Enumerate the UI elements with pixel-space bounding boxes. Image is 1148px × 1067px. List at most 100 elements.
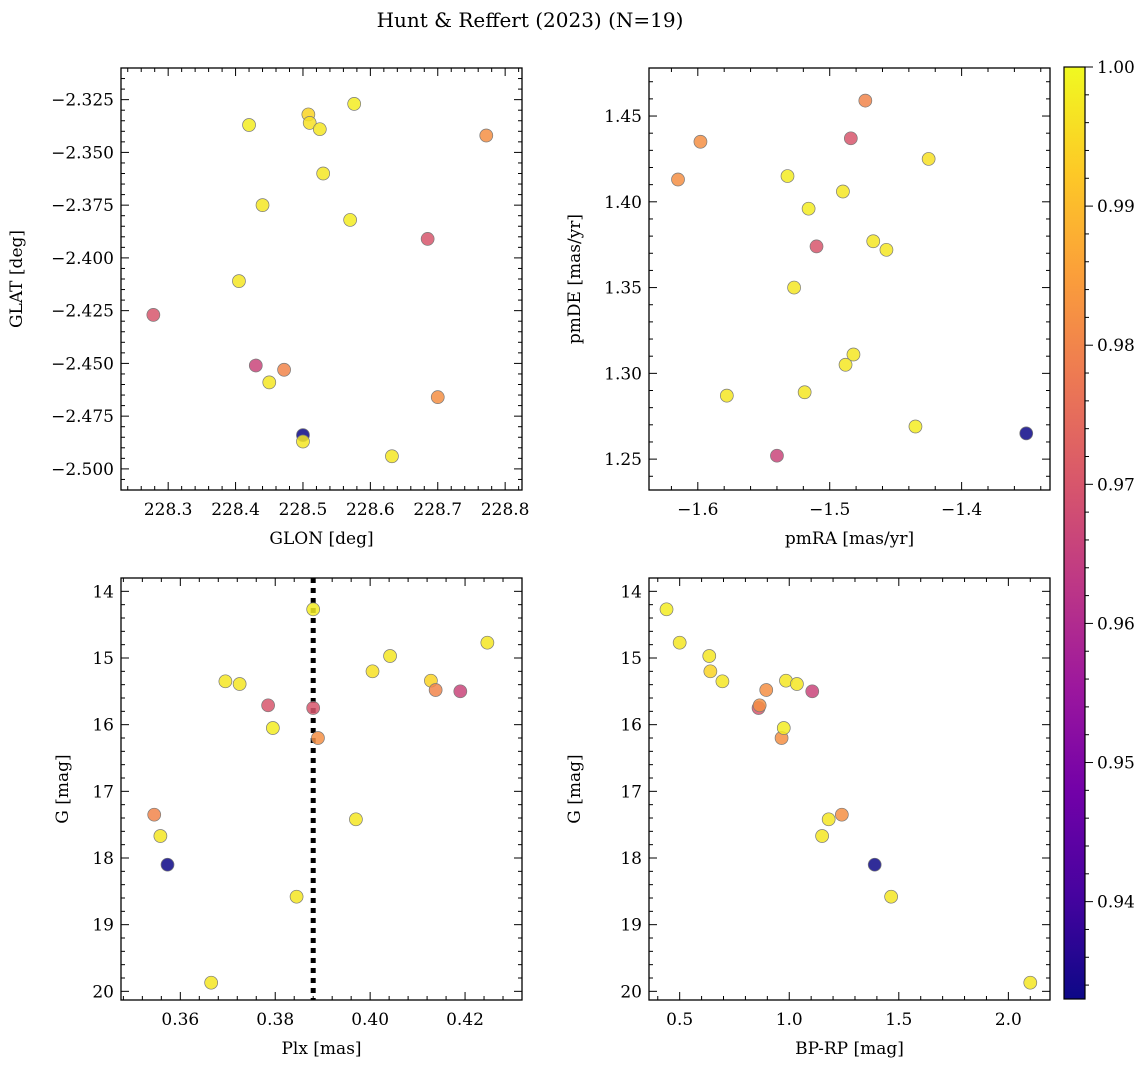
scatter-point [752, 698, 767, 713]
scatter-point [218, 674, 233, 689]
scatter-point [316, 166, 331, 181]
y-tick-label: 1.40 [604, 193, 642, 213]
scatter-point [204, 975, 219, 990]
scatter-point [759, 683, 774, 697]
scatter-point [801, 201, 816, 216]
scatter-point [672, 635, 687, 650]
y-tick-label: 1.25 [604, 450, 642, 470]
axes-frame [648, 577, 1051, 1001]
scatter-point [1019, 426, 1034, 441]
colorbar-gradient [1063, 66, 1086, 1000]
scatter-point [659, 602, 674, 617]
scatter-point [311, 731, 325, 745]
y-tick-label: 16 [620, 716, 642, 736]
scatter-point [296, 434, 310, 449]
x-tick-label: 1.0 [776, 1010, 803, 1030]
scatter-point [671, 172, 685, 187]
scatter-point [921, 152, 936, 166]
colorbar-tick-label: 0.99 [1097, 197, 1135, 217]
x-tick-label: 0.36 [161, 1010, 199, 1030]
scatter-point [715, 674, 730, 689]
scatter-point [879, 242, 894, 257]
x-axis-label: GLON [deg] [269, 529, 373, 549]
scatter-point [1023, 975, 1038, 990]
subplot-plx-g: 0.36 0.38 0.40 0.42 14 15 16 17 18 19 20 Plx [mas] G… [53, 577, 523, 1059]
scatter-point [719, 388, 734, 403]
scatter-point [232, 677, 247, 691]
x-tick-label: 228.3 [144, 500, 193, 520]
y-tick-label: 14 [620, 582, 642, 602]
y-tick-label: 14 [92, 582, 114, 602]
y-tick-label: 16 [92, 716, 114, 736]
scatter-point [146, 308, 161, 322]
x-tick-label: 228.6 [346, 500, 395, 520]
colorbar-tick-label: 0.95 [1097, 754, 1135, 774]
scatter-point [693, 134, 708, 149]
scatter-point [703, 664, 718, 679]
scatter-point [809, 239, 824, 254]
colorbar-tick-label: 0.94 [1097, 893, 1135, 913]
scatter-point [780, 169, 795, 183]
colorbar-tick-label: 0.98 [1097, 336, 1135, 356]
x-tick-label: −1.4 [941, 500, 982, 520]
scatter-point [383, 649, 397, 663]
x-tick-label: 0.42 [446, 1010, 484, 1030]
scatter-point [306, 701, 321, 715]
axes-frame [648, 67, 1051, 491]
scatter-point [790, 677, 804, 691]
subplot-glon-glat: 228.3 228.4 228.5 228.6 228.7 228.8 −2.325 −2.3… [7, 67, 529, 549]
y-tick-label: −2.425 [51, 302, 114, 322]
scatter-point [428, 683, 443, 697]
y-axis-label: GLAT [deg] [7, 230, 27, 328]
y-axis-label: G [mag] [53, 754, 73, 823]
subplot-pmra-pmde: −1.6 −1.5 −1.4 1.25 1.30 1.35 1.40 1.45 pmRA [ma… [565, 67, 1051, 549]
x-tick-label: 228.7 [413, 500, 462, 520]
x-tick-label: 0.38 [256, 1010, 294, 1030]
scatter-point [147, 807, 162, 822]
scatter-point [702, 649, 717, 663]
colorbar-tick-label: 0.96 [1097, 614, 1135, 634]
y-tick-label: 15 [620, 649, 642, 669]
x-tick-label: 0.40 [351, 1010, 389, 1030]
colorbar-ticks: 0.94 0.95 0.96 0.97 0.98 0.99 1.00 [1085, 58, 1135, 986]
scatter-point [306, 602, 321, 617]
scatter-point [858, 93, 873, 108]
colorbar-tick-label: 0.97 [1097, 475, 1135, 495]
x-tick-label: 0.5 [666, 1010, 693, 1030]
y-tick-label: 17 [92, 782, 114, 802]
x-tick-label: 1.5 [885, 1010, 912, 1030]
x-axis-label: BP-RP [mag] [795, 1039, 904, 1059]
x-tick-label: 228.5 [279, 500, 328, 520]
scatter-point [884, 889, 898, 904]
y-tick-label: −2.475 [51, 407, 114, 427]
scatter-point [776, 721, 791, 735]
axes-frame [120, 67, 523, 491]
y-tick-label: 18 [620, 849, 642, 869]
subplot-bprp-g: 0.5 1.0 1.5 2.0 14 15 16 17 18 19 20 BP-RP [mag] G [… [565, 577, 1051, 1059]
scatter-point [349, 812, 363, 827]
scatter-point [821, 812, 836, 827]
scatter-point [365, 664, 380, 679]
scatter-point [838, 357, 853, 372]
y-axis-label: G [mag] [565, 754, 585, 823]
y-tick-label: 19 [620, 916, 642, 936]
scatter-point [479, 128, 494, 143]
axes-frame [120, 577, 523, 1001]
scatter-point [242, 118, 256, 132]
y-tick-label: 20 [620, 982, 642, 1002]
scatter-point [867, 857, 882, 872]
y-tick-label: −2.400 [51, 249, 114, 269]
x-axis-label: Plx [mas] [281, 1039, 361, 1059]
scatter-point [153, 829, 168, 843]
scatter-point [266, 721, 280, 735]
scatter-point [787, 280, 801, 295]
scatter-point [815, 829, 829, 843]
scatter-point [302, 116, 317, 130]
scatter-point [430, 390, 445, 405]
y-tick-label: 1.35 [604, 279, 642, 299]
y-tick-label: 17 [620, 782, 642, 802]
figure-title: Hunt & Reffert (2023) (N=19) [377, 8, 684, 32]
scatter-point [232, 274, 246, 288]
scatter-point [908, 419, 923, 434]
